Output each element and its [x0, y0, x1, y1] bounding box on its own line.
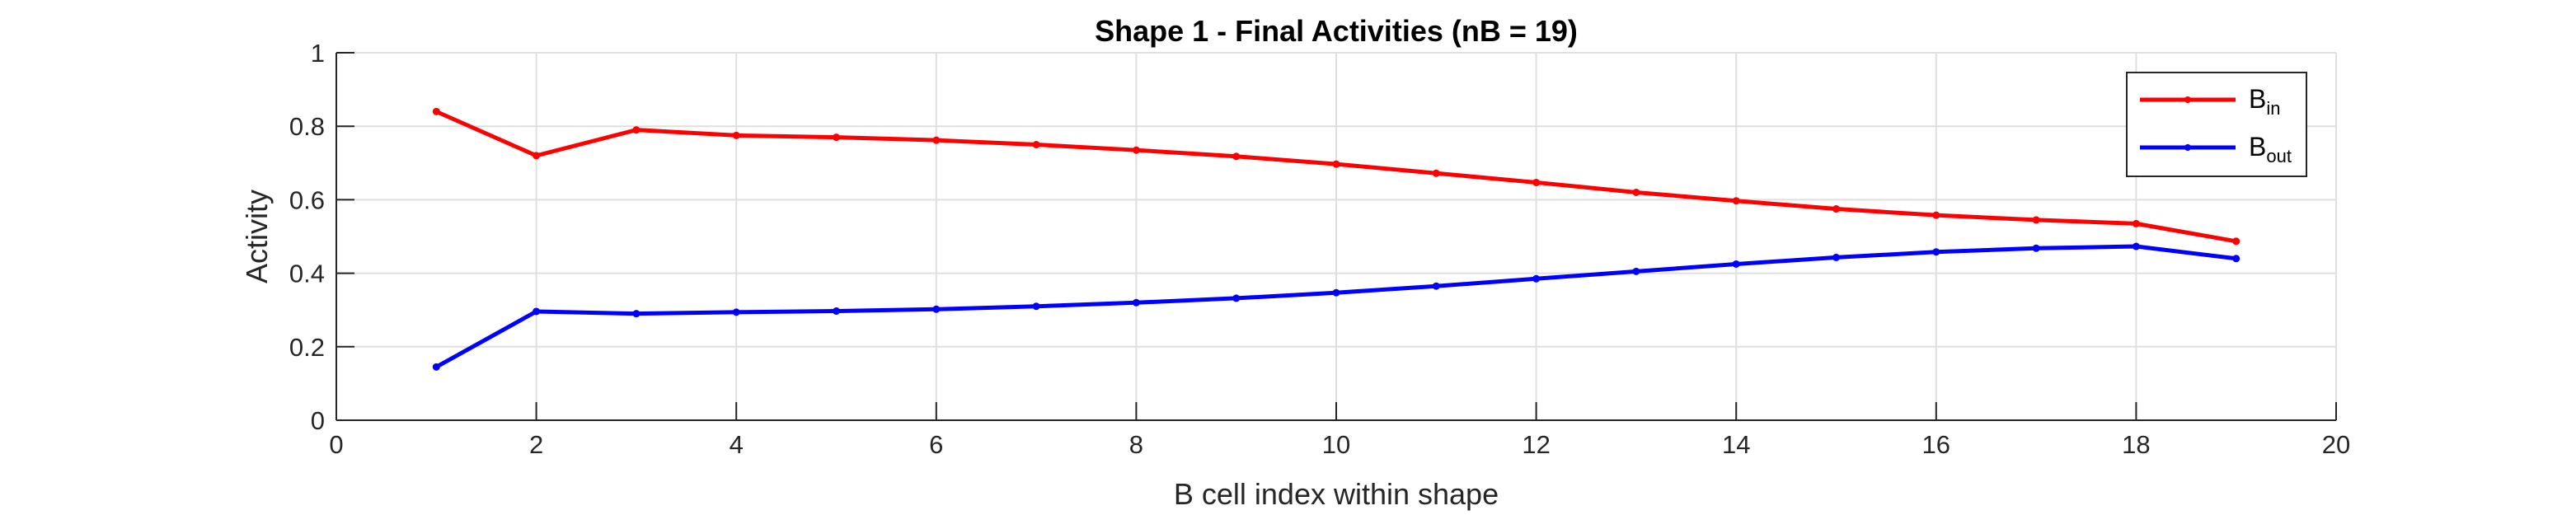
data-point [533, 307, 541, 316]
data-point [1432, 282, 1440, 290]
legend-label-bout-main: B [2249, 132, 2266, 162]
data-point [1132, 298, 1140, 307]
legend-label-bin: Bin [2249, 84, 2280, 119]
legend-label-bin-main: B [2249, 84, 2266, 114]
data-point [432, 363, 440, 371]
data-point [833, 307, 840, 316]
data-point [2132, 242, 2140, 250]
data-point [1932, 248, 1940, 256]
x-tick-label: 2 [529, 430, 543, 459]
data-point [432, 107, 440, 115]
data-point [1832, 205, 1840, 213]
data-point [932, 136, 941, 144]
data-point [632, 310, 640, 318]
x-tick-label: 16 [1922, 430, 1950, 459]
data-point [2032, 216, 2040, 224]
x-tick-label: 6 [929, 430, 943, 459]
x-tick-label: 4 [730, 430, 744, 459]
axes [335, 52, 2337, 421]
data-point [1232, 294, 1241, 302]
data-point [1432, 169, 1440, 177]
x-axis-label: B cell index within shape [1174, 477, 1499, 511]
legend-marker-bin [2184, 96, 2191, 103]
data-point [1532, 274, 1541, 283]
x-tick-label: 8 [1129, 430, 1143, 459]
x-tick-label: 18 [2122, 430, 2150, 459]
data-point [1932, 211, 1940, 219]
x-tick-label: 20 [2322, 430, 2350, 459]
x-tick-label: 14 [1722, 430, 1750, 459]
data-point [732, 308, 740, 316]
y-tick-label: 0.4 [289, 260, 325, 288]
data-point [1132, 146, 1140, 154]
y-tick-label: 0 [311, 406, 325, 435]
data-point [1632, 188, 1640, 196]
y-tick-label: 0.2 [289, 333, 325, 362]
x-tick-label: 10 [1322, 430, 1350, 459]
series-group [432, 107, 2241, 371]
legend-marker-bout [2184, 144, 2191, 151]
chart-title: Shape 1 - Final Activities (nB = 19) [1095, 14, 1578, 48]
y-axis-label: Activity [240, 190, 274, 283]
x-tick-label: 0 [329, 430, 343, 459]
legend-box [2126, 72, 2307, 177]
data-point [1532, 178, 1541, 186]
data-point [932, 305, 941, 313]
data-point [1332, 160, 1340, 168]
data-point [2232, 255, 2241, 263]
data-point [1832, 253, 1840, 261]
data-point [1632, 267, 1640, 275]
legend: Bin Bout [2126, 72, 2307, 177]
data-point [1732, 197, 1740, 205]
data-point [732, 131, 740, 139]
data-point [1032, 141, 1040, 148]
x-tick-label: 12 [1522, 430, 1550, 459]
data-point [1232, 152, 1241, 161]
legend-label-bout: Bout [2249, 132, 2292, 166]
y-tick-label: 1 [311, 39, 325, 68]
data-point [2232, 237, 2241, 246]
data-point [2132, 219, 2140, 227]
data-point [533, 152, 541, 160]
data-point [2032, 244, 2040, 252]
legend-label-bout-sub: out [2266, 146, 2292, 166]
legend-label-bin-sub: in [2266, 98, 2280, 119]
data-point [1332, 288, 1340, 297]
data-point [833, 133, 840, 142]
y-tick-label: 0.8 [289, 112, 325, 141]
tick-labels: 0 2 4 6 8 10 12 14 16 18 20 0 0.2 0.4 0.6 0.8 1 [289, 39, 2350, 459]
data-point [1732, 260, 1740, 268]
data-point [632, 126, 640, 134]
data-point [1032, 302, 1040, 311]
y-tick-label: 0.6 [289, 185, 325, 214]
